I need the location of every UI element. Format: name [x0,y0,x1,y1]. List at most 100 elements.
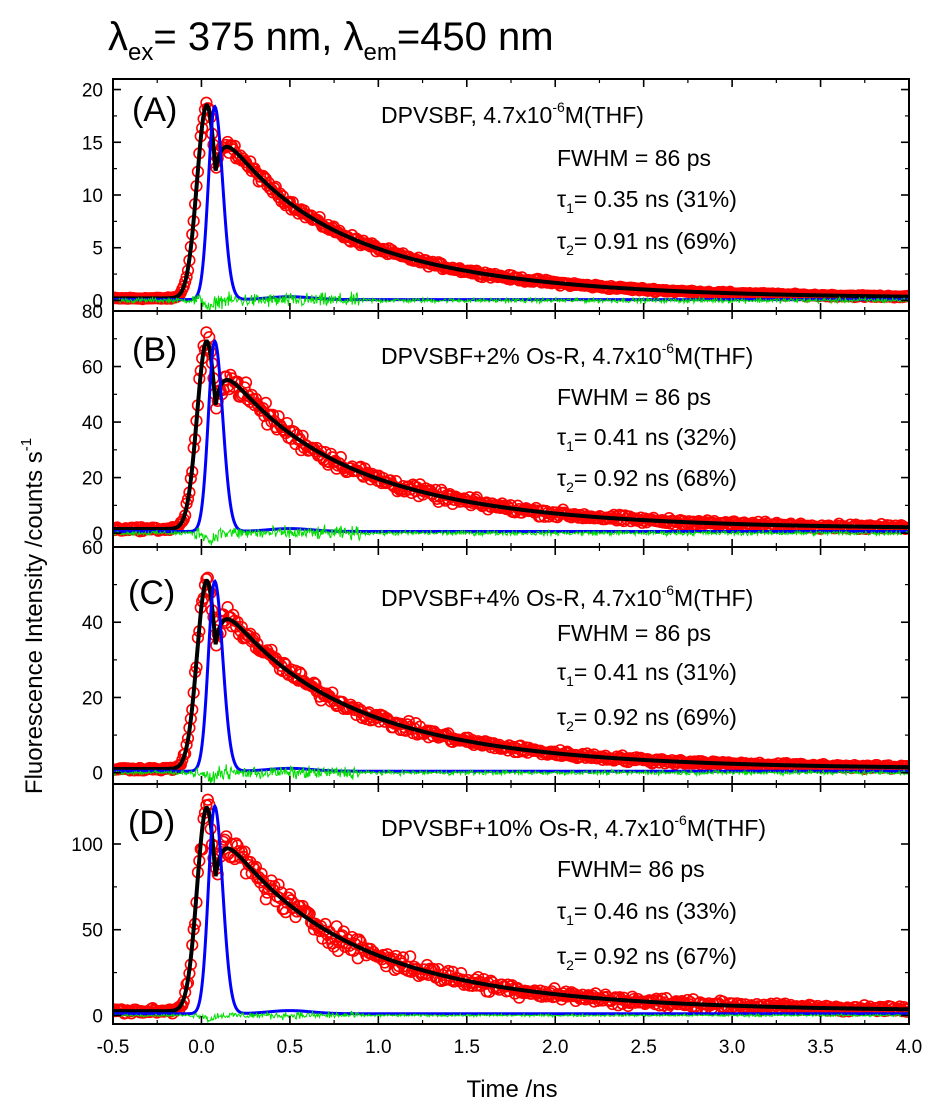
panel-d-tau1: τ1= 0.46 ns (33%) [557,898,737,928]
panel-a-label: (A) [132,91,177,129]
data-point [272,878,285,891]
y-tick-label: 15 [82,133,103,154]
data-point [280,416,294,430]
panel-c-sample-text: DPVSBF+4% Os-R, 4.7x10 [381,585,662,611]
panel-b-sample-label: DPVSBF+2% Os-R, 4.7x10-6M(THF) [381,340,753,369]
data-point [259,396,272,409]
panel-a-tau2-symbol: τ [557,228,566,254]
y-tick-label: 40 [82,413,103,434]
data-point [176,753,189,767]
data-point [353,933,366,946]
panel-d-residual-line [113,1010,909,1023]
figure-title: λex= 375 nm, λem=450 nm [108,15,554,66]
panel-b-irf-line [113,339,909,533]
panel-b-plot [112,310,910,548]
y-tick-label: 100 [71,835,103,856]
data-point [230,837,243,850]
y-tick-label: 0 [92,524,103,545]
panel-b-sample-exp: -6 [662,340,675,356]
x-tick-labels: -0.5 0.0 0.5 1.0 1.5 2.0 2.5 3.0 3.5 4.0 [97,1037,923,1058]
panel-d-sample-suffix: M(THF) [687,815,766,841]
panel-c: 0 20 40 60 (C) DPVSBF+4% Os-R, 4.7x10-6M(TH… [82,538,910,785]
panel-d-series [113,793,909,1023]
panel-b-sample-text: DPVSBF+2% Os-R, 4.7x10 [381,343,662,369]
panel-d-tau2-symbol: τ [557,943,566,969]
data-point [231,839,244,852]
y-tick-label: 60 [82,358,103,379]
panel-c-tau1-symbol: τ [557,659,566,685]
panel-c-series [113,571,909,784]
data-point [201,793,214,806]
panel-d-fit-line [113,806,909,1014]
y-tick-label: 0 [92,291,103,312]
data-point [239,376,253,389]
panel-c-sample-suffix: M(THF) [674,585,753,611]
panel-b-tau2-symbol: τ [557,465,566,491]
panel-b-tau2-sub: 2 [566,479,574,495]
panel-b-residual-line [113,524,909,546]
y-tick-label: 20 [82,688,103,709]
panel-a-sample-exp: -6 [552,99,565,115]
panel-d-tau2-value: = 0.92 ns (67%) [574,943,737,969]
title-lambda-ex: λ [108,15,128,59]
panel-b-tau1: τ1= 0.41 ns (32%) [557,424,737,454]
panel-c-tau2-sub: 2 [566,718,574,734]
data-point [331,944,345,958]
panel-d-irf-line [113,803,909,1016]
panel-d: 0 50 100 (D) DPVSBF+10% Os-R, 4.7x10-6M(TH… [71,783,910,1027]
x-tick-label: 0.0 [188,1037,214,1058]
data-point [351,952,364,965]
panel-a-tau1-symbol: τ [557,186,566,212]
panel-a-sample-label: DPVSBF, 4.7x10-6M(THF) [381,99,644,128]
x-tick-label: 2.0 [542,1037,568,1058]
title-sub-ex: ex [128,39,153,66]
title-end: =450 nm [397,15,554,59]
panel-a-tau1-sub: 1 [566,200,574,216]
y-tick-label: 40 [82,613,103,634]
panel-c-residual-line [113,764,909,784]
x-tick-label: 2.5 [630,1037,656,1058]
data-point [245,635,258,648]
panel-c-sample-label: DPVSBF+4% Os-R, 4.7x10-6M(THF) [381,582,753,611]
panel-d-tau1-symbol: τ [557,898,566,924]
panel-c-irf-line [113,578,909,773]
y-tick-label: 20 [82,81,103,102]
panel-b-series [113,326,909,546]
panel-c-tau2-value: = 0.92 ns (69%) [574,704,737,730]
panel-c-y-ticks: 0 20 40 60 [82,538,910,785]
panel-c-tau2-symbol: τ [557,704,566,730]
panel-c-tau1-sub: 1 [566,673,574,689]
panel-a-y-ticks: 0 5 10 15 20 [82,79,910,312]
panel-a-sample-text: DPVSBF, 4.7x10 [381,102,552,128]
x-tick-label: -0.5 [97,1037,130,1058]
panel-a-tau1: τ1= 0.35 ns (31%) [557,186,737,216]
x-tick-label: 1.0 [365,1037,391,1058]
y-tick-label: 0 [92,764,103,785]
panel-b-sample-suffix: M(THF) [674,343,753,369]
panel-c-fwhm: FWHM = 86 ps [557,620,711,646]
panel-d-sample-label: DPVSBF+10% Os-R, 4.7x10-6M(THF) [381,812,766,841]
panel-d-sample-exp: -6 [674,812,687,828]
data-point [265,874,278,887]
y-tick-label: 50 [82,921,103,942]
panel-a: 0 5 10 15 20 (A) DPVSBF, 4.7x10-6M(THF) FWHM… [82,78,910,312]
data-point [900,1005,909,1018]
panel-c-tau2: τ2= 0.92 ns (69%) [557,704,737,734]
data-point [404,950,417,963]
y-tick-label: 60 [82,538,103,559]
title-mid: = 375 nm, λ [153,15,363,59]
panel-a-tau2: τ2= 0.91 ns (69%) [557,228,737,258]
panel-c-tau1: τ1= 0.41 ns (31%) [557,659,737,689]
data-point [263,879,277,892]
panel-b-tau2: τ2= 0.92 ns (68%) [557,465,737,495]
x-tick-label: 4.0 [896,1037,922,1058]
y-axis-label-sup: -1 [18,438,35,451]
y-tick-label: 80 [82,302,103,323]
panel-b-fit-line [113,339,909,531]
panel-a-tau1-value: = 0.35 ns (31%) [574,186,737,212]
panel-b-tau1-symbol: τ [557,424,566,450]
panel-d-fwhm: FWHM= 86 ps [557,856,705,882]
panel-a-series [113,96,909,311]
panel-d-sample-text: DPVSBF+10% Os-R, 4.7x10 [381,815,674,841]
